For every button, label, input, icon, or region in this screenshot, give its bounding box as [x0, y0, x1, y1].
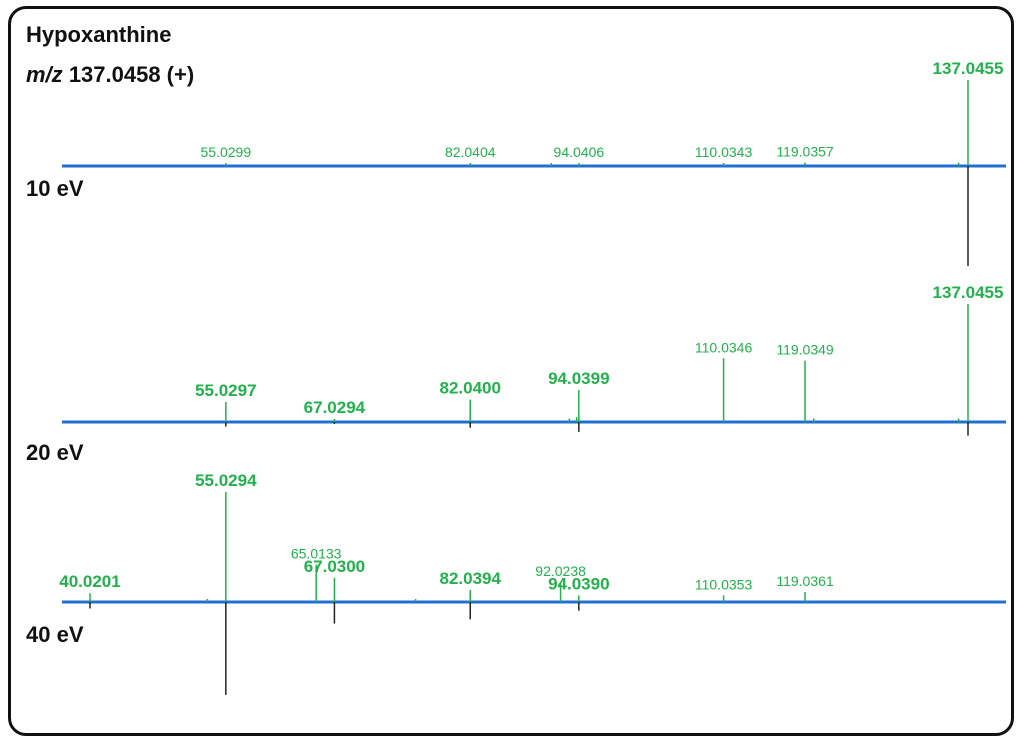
panel-0-peak-label: 137.0455 — [933, 59, 1004, 78]
panel-2-peak-label: 110.0353 — [695, 576, 753, 592]
panel-2-peak-label: 40.0201 — [59, 572, 120, 591]
panel-2-peak-label: 82.0394 — [440, 569, 502, 588]
panel-1-energy-label: 20 eV — [26, 440, 84, 465]
figure-frame — [8, 6, 1014, 736]
compound-title: Hypoxanthine — [26, 22, 172, 47]
panel-1-peak-label: 82.0400 — [440, 379, 501, 398]
precursor-mz: m/z 137.0458 (+) — [26, 62, 194, 88]
precursor-value: 137.0458 (+) — [68, 62, 195, 87]
panel-0-peak-label: 55.0299 — [201, 144, 252, 160]
mz-symbol: m/z — [26, 62, 63, 87]
panel-2-peak-label: 55.0294 — [195, 471, 257, 490]
panel-1-peak-label: 119.0349 — [776, 342, 834, 358]
panel-2-peak-label: 67.0300 — [304, 557, 365, 576]
panel-0-peak-label: 94.0406 — [554, 144, 605, 160]
panel-0-peak-label: 82.0404 — [445, 144, 496, 160]
panel-0-peak-label: 110.0343 — [695, 144, 753, 160]
panel-1-peak-label: 94.0399 — [548, 369, 609, 388]
panel-2-energy-label: 40 eV — [26, 622, 84, 647]
panel-1-peak-label: 110.0346 — [695, 339, 753, 355]
panel-0-peak-label: 119.0357 — [776, 144, 834, 160]
panel-1-peak-label: 67.0294 — [304, 398, 366, 417]
panel-2-peak-label: 119.0361 — [776, 573, 834, 589]
panel-1-peak-label: 55.0297 — [195, 381, 256, 400]
panel-2-peak-label: 94.0390 — [548, 574, 609, 593]
panel-1-peak-label: 137.0455 — [933, 283, 1004, 302]
panel-2-peak-label: 65.0133 — [291, 546, 342, 562]
panel-0-energy-label: 10 eV — [26, 176, 84, 201]
panel-2-peak-label: 92.0238 — [535, 563, 586, 579]
